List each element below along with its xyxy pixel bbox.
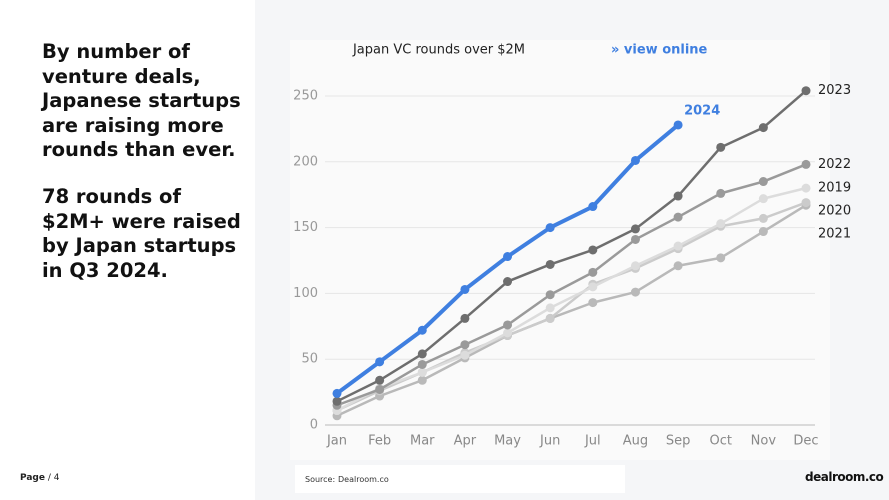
data-point <box>545 313 555 323</box>
data-point <box>758 227 768 237</box>
headline: By number of venture deals, Japanese sta… <box>42 40 241 161</box>
data-point <box>332 388 342 398</box>
left-panel: By number of venture deals, Japanese sta… <box>0 0 255 500</box>
series-label: 2022 <box>818 157 851 172</box>
data-point <box>630 155 640 165</box>
x-tick-label: May <box>494 434 521 449</box>
x-tick-label: Jun <box>539 434 560 449</box>
data-point <box>503 252 513 262</box>
data-point <box>673 120 683 130</box>
data-point <box>716 219 726 229</box>
data-point <box>460 350 470 360</box>
chart-title: Japan VC rounds over $2M <box>352 43 525 58</box>
page-indicator: Page / 4 <box>20 473 59 483</box>
x-tick-label: Jan <box>326 434 347 449</box>
data-point <box>588 202 598 212</box>
data-point <box>588 245 598 255</box>
data-point <box>545 223 555 233</box>
data-point <box>801 183 811 193</box>
data-point <box>630 234 640 244</box>
series-line <box>336 201 807 412</box>
source-box: Source: Dealroom.co <box>295 465 625 493</box>
data-point <box>460 340 470 350</box>
series-line <box>336 89 807 403</box>
series-line <box>336 163 807 407</box>
source: Dealroom.co <box>338 475 389 484</box>
data-point <box>375 375 385 385</box>
data-point <box>758 194 768 204</box>
x-tick-label: Nov <box>751 434 777 449</box>
data-point <box>503 277 513 287</box>
data-point <box>630 287 640 297</box>
x-tick-label: Apr <box>454 434 477 449</box>
data-point <box>460 284 470 294</box>
data-point <box>375 357 385 367</box>
data-point <box>460 313 470 323</box>
subheadline: 78 rounds of $2M+ were raised by Japan s… <box>42 185 241 282</box>
data-point <box>417 349 427 359</box>
series-label: 2019 <box>818 181 851 196</box>
data-point <box>503 320 513 330</box>
y-tick-label: 200 <box>293 154 318 169</box>
page-label: Page <box>20 473 45 483</box>
data-point <box>673 261 683 271</box>
data-point <box>375 384 385 394</box>
logo: dealroom.co <box>805 470 884 484</box>
data-point <box>588 267 598 277</box>
y-tick-label: 250 <box>293 89 318 104</box>
y-tick-label: 0 <box>310 418 318 433</box>
series-label: 2021 <box>818 227 851 242</box>
series-label: 2023 <box>818 83 851 98</box>
data-point <box>417 375 427 385</box>
series-line <box>336 186 807 412</box>
data-point <box>588 298 598 308</box>
y-tick-label: 100 <box>293 286 318 301</box>
view-online-link[interactable]: » view online <box>611 43 708 58</box>
data-point <box>588 282 598 292</box>
x-tick-label: Jul <box>584 434 601 449</box>
data-point <box>801 159 811 169</box>
data-point <box>417 367 427 377</box>
data-point <box>673 191 683 201</box>
x-tick-label: Sep <box>666 434 691 449</box>
data-point <box>801 86 811 96</box>
data-point <box>545 259 555 269</box>
x-tick-label: Aug <box>623 434 648 449</box>
x-tick-label: Feb <box>368 434 391 449</box>
data-point <box>758 177 768 187</box>
data-point <box>673 212 683 222</box>
data-point <box>758 213 768 223</box>
data-point <box>417 325 427 335</box>
y-tick-label: 50 <box>301 352 318 367</box>
page-number: / 4 <box>47 473 60 483</box>
x-tick-label: Dec <box>793 434 818 449</box>
source-label: Source: <box>305 475 336 484</box>
data-point <box>673 241 683 251</box>
data-point <box>417 359 427 369</box>
series-line <box>336 204 807 417</box>
y-tick-label: 150 <box>293 220 318 235</box>
data-point <box>801 198 811 208</box>
data-point <box>716 142 726 152</box>
data-point <box>758 123 768 133</box>
data-point <box>630 261 640 271</box>
x-tick-label: Mar <box>410 434 435 449</box>
data-point <box>716 253 726 263</box>
series-label: 2020 <box>818 204 851 219</box>
data-point <box>503 328 513 338</box>
x-tick-label: Oct <box>709 434 731 449</box>
data-point <box>332 396 342 406</box>
data-point <box>545 290 555 300</box>
data-point <box>630 224 640 234</box>
data-point <box>716 188 726 198</box>
data-point <box>545 303 555 313</box>
series-label: 2024 <box>684 103 720 118</box>
